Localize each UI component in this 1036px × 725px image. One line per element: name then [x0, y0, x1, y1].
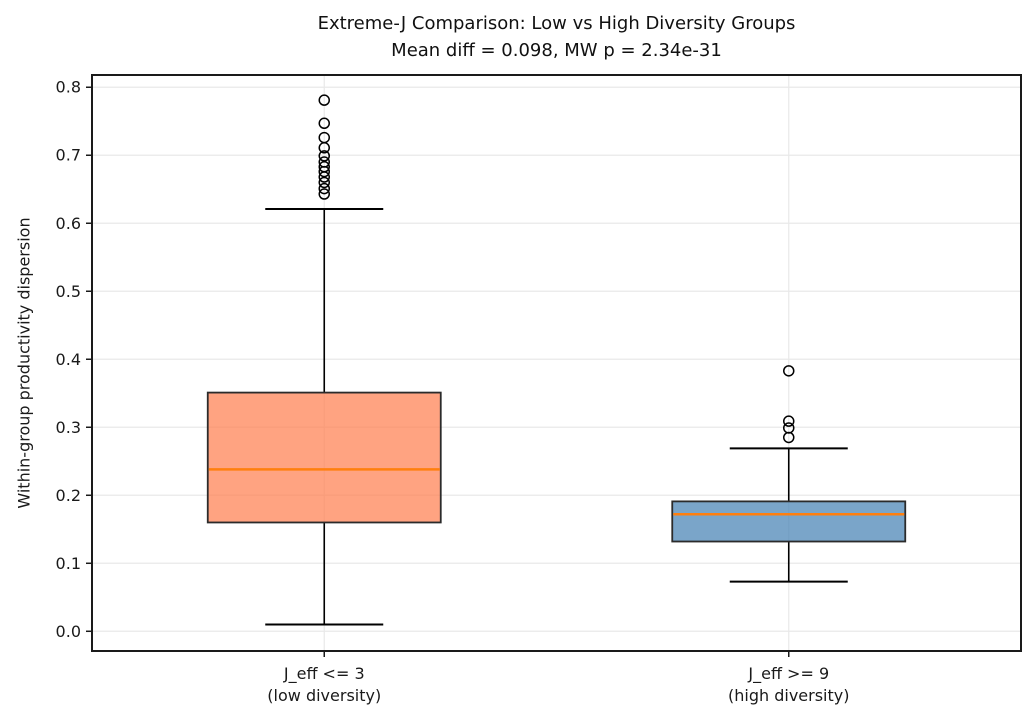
outlier-point: [318, 156, 330, 168]
outlier-point: [318, 176, 330, 189]
outlier-point: [318, 150, 330, 162]
outlier-point: [318, 188, 330, 200]
chart-title-block: Extreme-J Comparison: Low vs High Divers…: [92, 10, 1021, 64]
outlier-point: [318, 161, 330, 173]
y-tick-label: 0.1: [56, 554, 81, 573]
x-tick-label: J_eff <= 3 (low diversity): [267, 664, 381, 705]
outlier-point: [318, 94, 330, 106]
chart-title: Extreme-J Comparison: Low vs High Divers…: [317, 13, 796, 34]
y-tick-label: 0.7: [56, 146, 81, 165]
outlier-point: [318, 131, 330, 144]
y-tick-label: 0.2: [56, 486, 81, 505]
outlier-point: [783, 415, 795, 427]
box: [671, 500, 907, 543]
chart-subtitle: Mean diff = 0.098, MW p = 2.34e-31: [391, 40, 722, 61]
y-tick-label: 0.5: [56, 282, 81, 301]
y-tick-label: 0.4: [56, 350, 81, 369]
y-tick-label: 0.8: [56, 78, 81, 97]
y-tick-label: 0.0: [56, 622, 81, 641]
outlier-point: [318, 117, 330, 130]
outlier-point: [318, 182, 330, 195]
x-tick-label: J_eff >= 9 (high diversity): [728, 664, 849, 705]
outlier-point: [783, 365, 795, 377]
outlier-point: [783, 422, 795, 434]
y-tick-label: 0.6: [56, 214, 81, 233]
y-tick-label: 0.3: [56, 418, 81, 437]
plot-border: [91, 74, 1022, 652]
box: [206, 391, 442, 524]
